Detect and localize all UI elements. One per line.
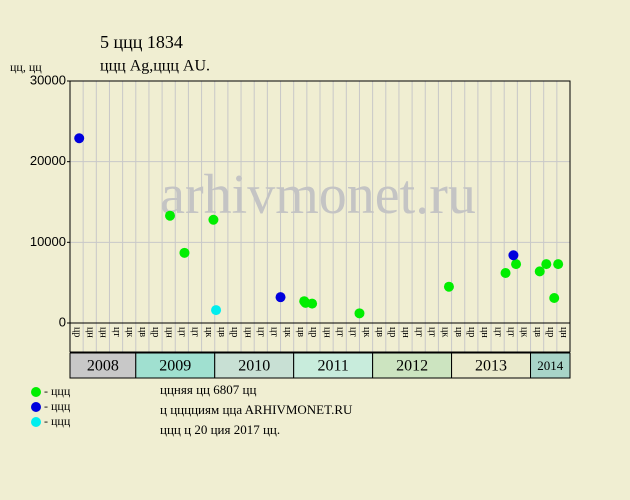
- month-label: цн: [242, 327, 253, 338]
- month-label: цк: [282, 327, 293, 337]
- month-label: цн: [163, 327, 174, 338]
- month-label: цн: [84, 327, 95, 338]
- year-band: [451, 352, 532, 379]
- month-label: цк: [519, 327, 530, 337]
- year-label: 2010: [238, 358, 270, 375]
- data-point: [500, 267, 511, 278]
- month-label: цр: [387, 327, 398, 337]
- legend-marker: [31, 402, 41, 412]
- month-label: цр: [308, 327, 319, 337]
- month-label: цн: [321, 327, 332, 338]
- year-band: [530, 352, 571, 379]
- year-label: 2013: [475, 358, 507, 375]
- legend-label: - ццц: [44, 414, 71, 428]
- note: ццц ц 20 ция 2017 цц.: [160, 422, 280, 437]
- data-point: [553, 259, 564, 270]
- data-point: [74, 133, 85, 144]
- data-point: [549, 292, 560, 303]
- month-label: цв: [216, 327, 227, 337]
- month-label: цт: [492, 327, 503, 337]
- y-axis-label: цц, цц: [10, 60, 42, 74]
- month-label: цр: [545, 327, 556, 337]
- year-label: 2011: [317, 358, 348, 375]
- month-label: цт: [427, 327, 438, 337]
- legend-label: - ццц: [44, 399, 71, 413]
- month-label: цв: [532, 327, 543, 337]
- legend-marker: [31, 387, 41, 397]
- month-label: цн: [98, 327, 109, 338]
- month-label: цк: [361, 327, 372, 337]
- month-label: цт: [255, 327, 266, 337]
- data-point: [354, 308, 365, 319]
- year-band: [69, 352, 137, 379]
- year-band: [214, 352, 295, 379]
- month-label: цт: [505, 327, 516, 337]
- month-label: цв: [295, 327, 306, 337]
- month-label: цр: [71, 327, 82, 337]
- year-label: 2012: [396, 358, 428, 375]
- data-point: [508, 250, 519, 261]
- note: ц цццциям ццa ARHIVMONET.RU: [160, 402, 353, 417]
- year-band: [293, 352, 374, 379]
- year-label: 2008: [87, 358, 119, 375]
- month-label: цр: [150, 327, 161, 337]
- chart-subtitle: ццц Ag,ццц AU.: [100, 58, 210, 75]
- month-label: цр: [466, 327, 477, 337]
- data-point: [208, 214, 219, 225]
- year-label: 2009: [159, 358, 191, 375]
- month-label: цн: [558, 327, 569, 338]
- month-label: цт: [334, 327, 345, 337]
- plot-frame: [69, 80, 571, 324]
- month-label: цт: [348, 327, 359, 337]
- month-label: цт: [177, 327, 188, 337]
- y-tick-label: 20000: [30, 153, 66, 168]
- month-label: цт: [269, 327, 280, 337]
- month-label: цв: [453, 327, 464, 337]
- year-band: [135, 352, 216, 379]
- month-label: цк: [440, 327, 451, 337]
- y-tick-label: 10000: [30, 234, 66, 249]
- month-label: цр: [229, 327, 240, 337]
- data-point: [541, 259, 552, 270]
- data-point: [179, 247, 190, 258]
- y-tick-label: 0: [59, 314, 66, 329]
- data-point: [534, 266, 545, 277]
- year-label: 2014: [537, 358, 564, 373]
- data-point: [165, 210, 175, 221]
- watermark: arhivmonet.ru: [160, 164, 476, 226]
- month-label: цт: [111, 327, 122, 337]
- month-label: цк: [124, 327, 135, 337]
- data-point: [511, 259, 522, 270]
- legend-label: - ццц: [44, 384, 71, 398]
- month-label: цн: [479, 327, 490, 338]
- y-tick-label: 30000: [30, 72, 66, 87]
- data-point: [307, 298, 318, 309]
- month-label: цк: [203, 327, 214, 337]
- data-point: [443, 281, 454, 292]
- data-point: [211, 305, 222, 316]
- chart-title: 5 ццц 1834: [100, 32, 183, 52]
- month-label: цв: [374, 327, 385, 337]
- legend-marker: [31, 417, 41, 427]
- month-label: цт: [413, 327, 424, 337]
- month-label: цт: [190, 327, 201, 337]
- month-label: цв: [137, 327, 148, 337]
- data-point: [275, 292, 286, 303]
- note: ццняя цц 6807 цц: [160, 382, 256, 397]
- month-label: цн: [400, 327, 411, 338]
